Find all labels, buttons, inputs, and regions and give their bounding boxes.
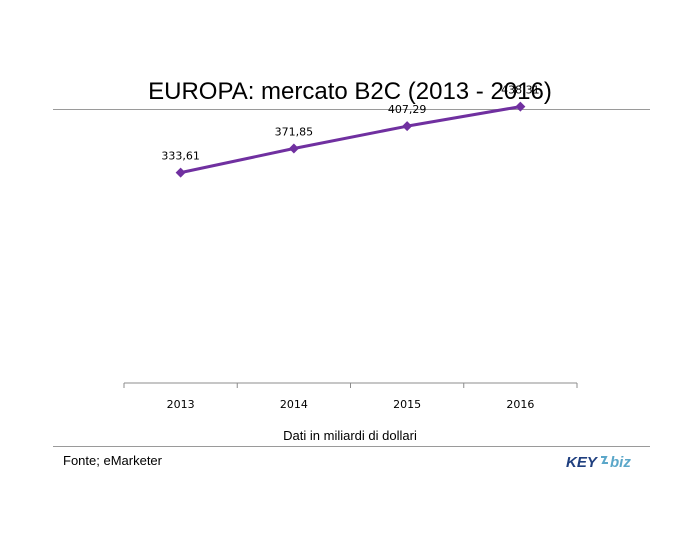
source-note: Fonte; eMarketer [63,453,162,468]
data-label: 407,29 [388,103,427,116]
data-label: 438,31 [501,84,540,97]
data-label: 371,85 [275,126,314,139]
data-point-marker [515,101,526,112]
x-tick-label: 2013 [167,398,195,411]
logo-mark-left: KEY [566,454,599,471]
footer-divider [53,446,650,447]
data-point-marker [288,143,299,154]
x-tick-label: 2016 [506,398,534,411]
data-point-marker [402,121,413,132]
chart-title: EUROPA: mercato B2C (2013 - 2016) [148,78,552,105]
logo-mark-right: biz [610,454,631,471]
series-line: 333,61 371,85 407,29 438,31 [161,84,540,178]
x-tick-label: 2014 [280,398,308,411]
title-divider [53,109,650,110]
keybiz-logo: KEY biz [566,454,631,471]
data-label: 333,61 [161,150,200,163]
x-tick-label: 2015 [393,398,421,411]
series-path [180,105,521,175]
logo-arrow-icon [601,456,608,464]
x-axis: 2013 2014 2015 2016 [123,382,578,411]
x-axis-label: Dati in miliardi di dollari [283,428,417,443]
data-point-marker [175,167,186,178]
